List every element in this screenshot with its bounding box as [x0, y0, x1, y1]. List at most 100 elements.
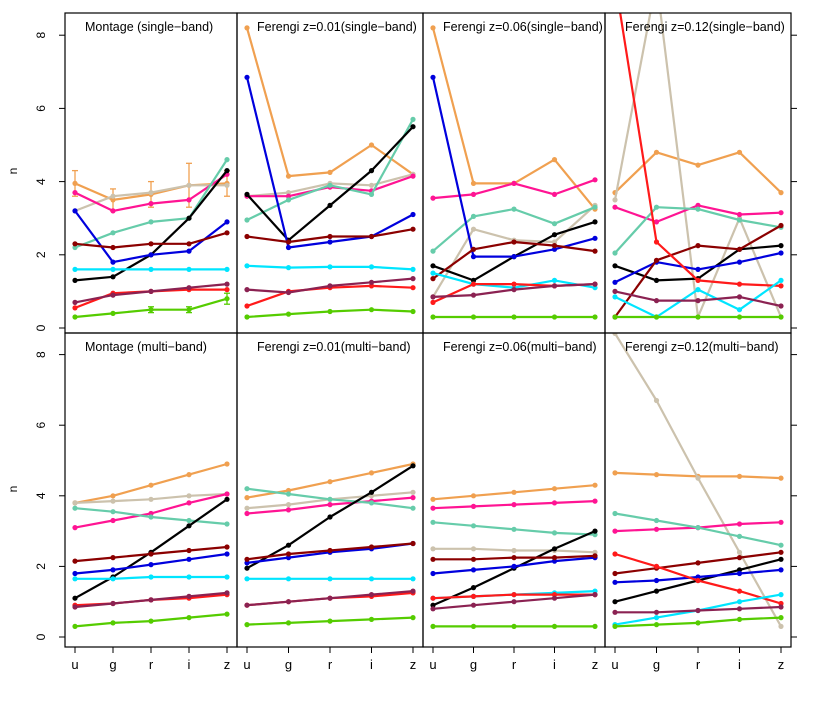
data-point — [511, 623, 517, 630]
y-tick-label: 2 — [34, 563, 48, 570]
series-11 — [72, 611, 230, 630]
data-point — [511, 599, 517, 605]
data-point — [186, 248, 192, 254]
series-6 — [430, 74, 598, 260]
data-point — [551, 157, 558, 163]
data-point — [470, 292, 477, 298]
series-11 — [244, 307, 416, 320]
series-6 — [244, 74, 416, 251]
data-point — [653, 517, 660, 524]
data-point — [653, 314, 660, 320]
data-point — [327, 618, 333, 624]
series-6 — [72, 551, 230, 577]
data-point — [410, 463, 416, 469]
x-tick-label: u — [611, 657, 618, 672]
data-point — [736, 211, 743, 218]
data-point — [695, 202, 701, 208]
data-point — [612, 204, 618, 210]
panel-1 — [72, 157, 230, 320]
data-point — [327, 264, 333, 270]
data-point — [244, 510, 250, 517]
data-point — [368, 307, 375, 313]
y-tick-label: 8 — [34, 32, 48, 39]
data-point — [368, 283, 375, 289]
series-7 — [430, 239, 598, 282]
data-point — [186, 500, 192, 506]
series-4 — [430, 204, 598, 254]
x-tick-label: g — [285, 657, 292, 672]
data-point — [778, 615, 784, 621]
x-tick-label: z — [410, 657, 417, 672]
x-tick-label: i — [553, 657, 556, 672]
x-tick-label: u — [429, 657, 436, 672]
data-point — [110, 310, 116, 316]
data-point — [72, 623, 78, 630]
data-point — [224, 230, 230, 236]
data-point — [551, 530, 558, 536]
data-point — [110, 266, 116, 272]
data-point — [592, 204, 598, 210]
data-point — [244, 556, 250, 562]
data-point — [186, 307, 192, 313]
data-point — [186, 266, 192, 272]
data-point — [695, 577, 701, 584]
data-point — [653, 239, 660, 245]
y-tick-label: 0 — [34, 633, 48, 640]
data-point — [110, 274, 116, 280]
data-point — [470, 546, 477, 552]
series-11 — [430, 623, 598, 630]
data-point — [186, 593, 192, 600]
data-point — [612, 279, 618, 285]
series-10 — [72, 590, 230, 610]
data-point — [470, 191, 477, 197]
data-point — [224, 491, 230, 497]
data-point — [224, 611, 230, 617]
data-point — [612, 570, 618, 577]
data-point — [186, 547, 192, 554]
data-point — [224, 287, 230, 293]
data-point — [736, 294, 743, 300]
data-point — [285, 311, 292, 317]
data-point — [653, 588, 660, 594]
panel-title: Ferengi z=0.01(single−band) — [257, 20, 417, 34]
data-point — [470, 180, 477, 186]
x-tick-label: i — [188, 657, 191, 672]
data-point — [736, 588, 743, 594]
data-point — [410, 489, 416, 495]
series-4 — [430, 519, 598, 538]
data-point — [430, 602, 436, 608]
panel-7 — [430, 482, 598, 630]
data-point — [224, 521, 230, 527]
data-point — [186, 493, 192, 499]
data-point — [72, 299, 78, 305]
data-point — [224, 281, 230, 287]
data-point — [285, 193, 292, 199]
data-point — [736, 314, 743, 320]
x-tick-label: r — [696, 657, 701, 672]
data-point — [72, 595, 78, 601]
data-point — [511, 592, 517, 598]
data-point — [612, 333, 618, 336]
data-point — [224, 544, 230, 550]
data-point — [612, 197, 618, 203]
x-tick-label: i — [370, 657, 373, 672]
series-3 — [612, 202, 784, 225]
data-point — [430, 546, 436, 552]
data-point — [430, 299, 436, 305]
series-7 — [72, 230, 230, 251]
data-point — [736, 616, 743, 623]
data-point — [148, 288, 154, 294]
data-point — [410, 116, 416, 122]
panel-title: Ferengi z=0.06(single−band) — [443, 20, 603, 34]
y-tick-label: 2 — [34, 251, 48, 258]
data-point — [736, 570, 743, 577]
data-point — [470, 567, 477, 573]
data-point — [612, 314, 618, 320]
data-point — [551, 595, 558, 601]
data-point — [110, 567, 116, 573]
data-point — [592, 248, 598, 254]
series-8 — [72, 574, 230, 582]
data-point — [592, 235, 598, 241]
